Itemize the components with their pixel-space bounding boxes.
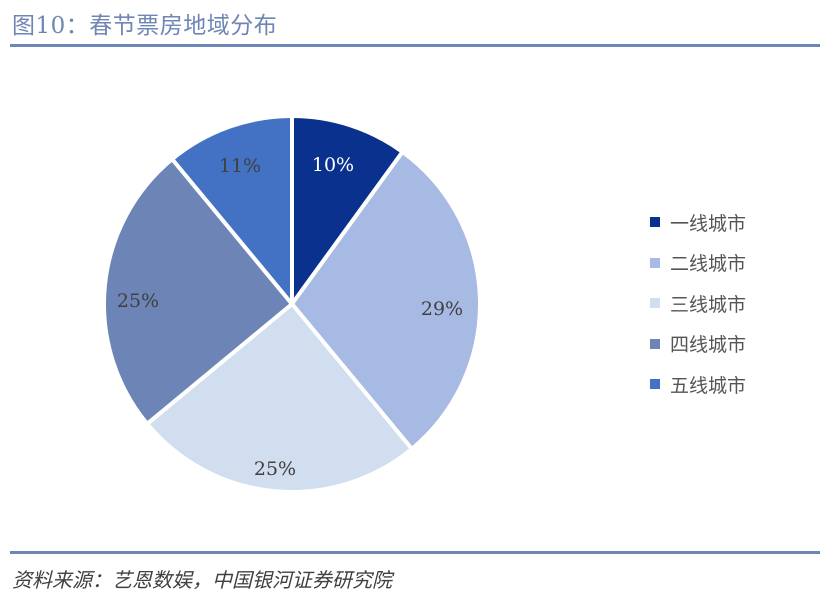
pie-slice-5 [170, 114, 294, 306]
slice-label-tier1: 10% [312, 154, 354, 176]
legend-swatch-tier2 [650, 257, 660, 268]
legend-item-tier5: 五线城市 [650, 364, 746, 405]
chart-title: 图10：春节票房地域分布 [12, 13, 278, 39]
legend-label: 四线城市 [670, 334, 747, 357]
pie-slice-1 [290, 114, 405, 306]
chart-legend: 一线城市 二线城市 三线城市 四线城市 五线城市 [650, 202, 746, 405]
legend-swatch-tier5 [650, 379, 660, 390]
title-divider [10, 44, 820, 47]
legend-item-tier4: 四线城市 [650, 324, 746, 365]
legend-swatch-tier1 [650, 217, 660, 228]
slice-label-tier2: 29% [421, 298, 463, 320]
pie-slices [102, 114, 482, 494]
legend-item-tier1: 一线城市 [650, 202, 746, 243]
legend-label: 三线城市 [670, 293, 747, 316]
legend-swatch-tier4 [650, 338, 660, 349]
legend-swatch-tier3 [650, 298, 660, 309]
legend-label: 一线城市 [670, 212, 747, 235]
legend-label: 五线城市 [670, 374, 747, 397]
slice-label-tier5: 11% [219, 155, 261, 177]
pie-slice-3 [145, 302, 414, 494]
legend-label: 二线城市 [670, 253, 747, 276]
pie-slice-labels: 10% 29% 25% 25% 11% [117, 154, 463, 480]
slice-label-tier3: 25% [254, 458, 296, 480]
legend-item-tier2: 二线城市 [650, 243, 746, 284]
legend-item-tier3: 三线城市 [650, 283, 746, 324]
source-divider [10, 551, 820, 554]
pie-slice-4 [102, 157, 294, 426]
source-note: 资料来源：艺恩数娱，中国银河证券研究院 [12, 568, 392, 592]
pie-slice-2 [290, 149, 482, 451]
slice-label-tier4: 25% [117, 290, 159, 312]
